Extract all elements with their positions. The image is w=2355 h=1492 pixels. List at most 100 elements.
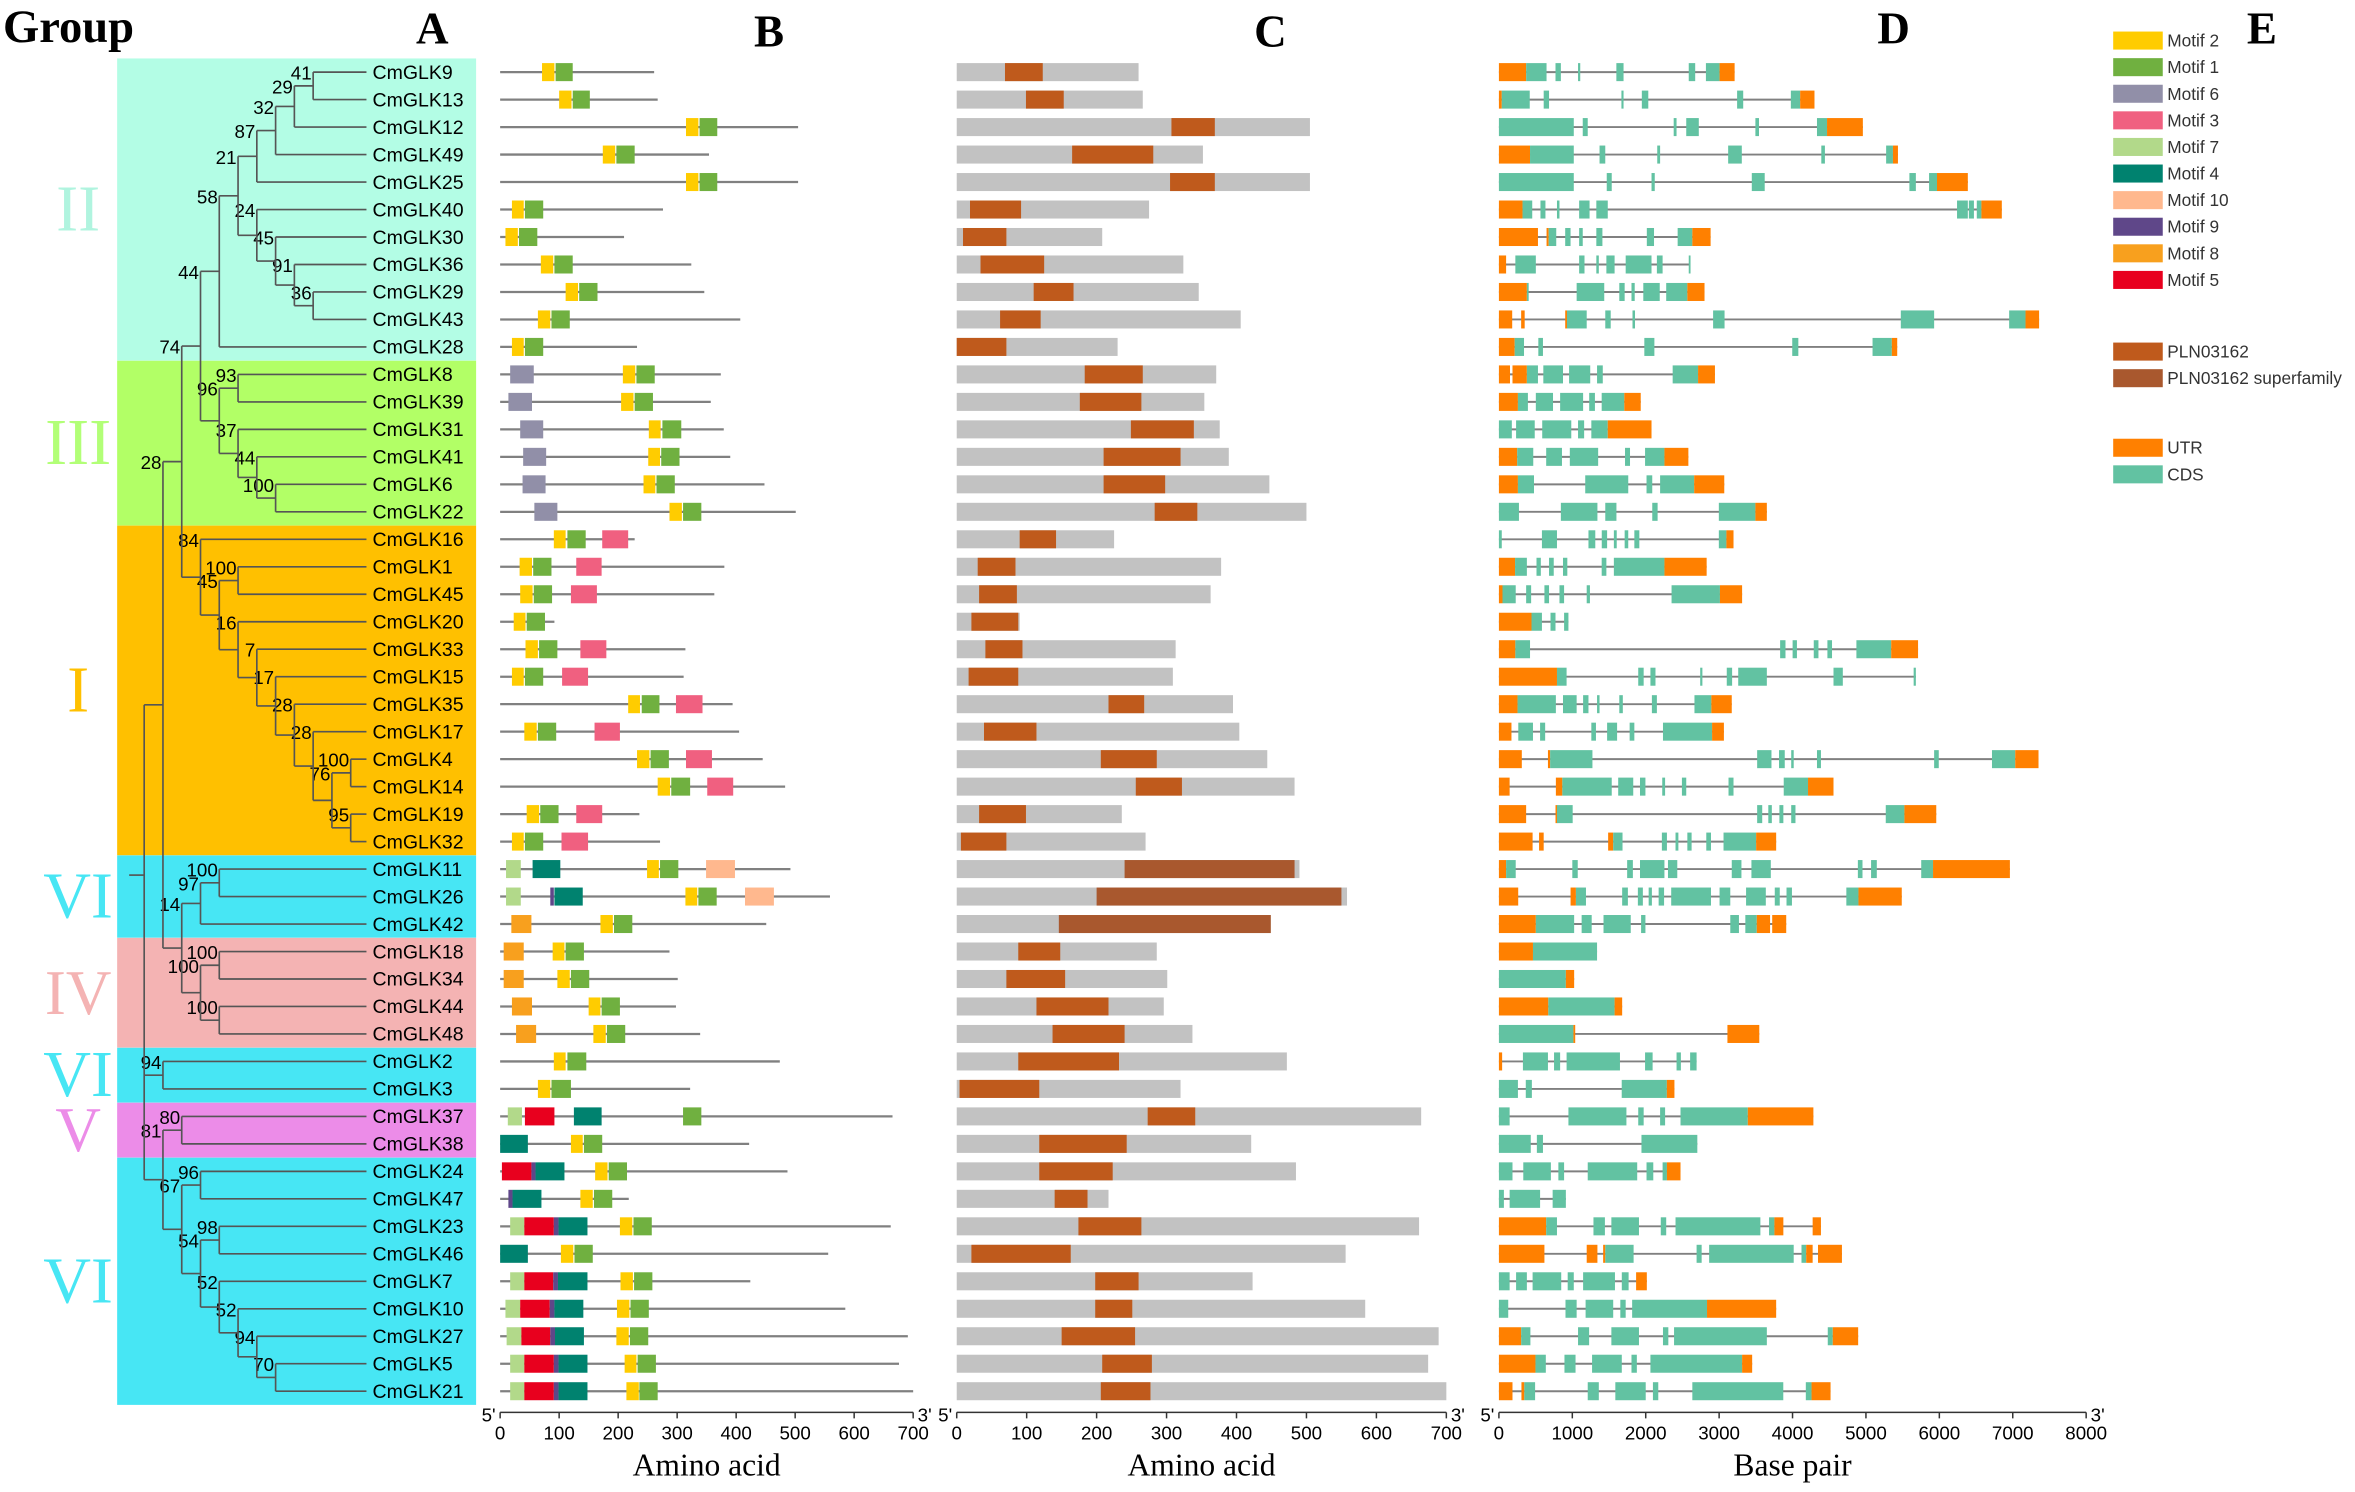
bootstrap-value: 81 <box>141 1121 162 1142</box>
motif-2-box <box>621 392 634 411</box>
domain-box <box>977 557 1016 576</box>
cds-segment <box>1646 475 1653 494</box>
cds-segment <box>1578 420 1585 439</box>
cds-segment <box>1556 667 1567 686</box>
axis-end-label: 3' <box>1451 1404 1465 1425</box>
protein-bar <box>956 1327 1439 1346</box>
motif-2-box <box>519 557 532 576</box>
motif-7-box <box>505 1299 521 1318</box>
axis-tick-label: 300 <box>661 1422 692 1443</box>
cds-segment <box>1596 255 1599 274</box>
cds-segment <box>1550 612 1556 631</box>
utr-segment <box>1498 777 1510 796</box>
motif-2-box <box>580 1189 593 1208</box>
motif-3-box <box>561 832 589 851</box>
bootstrap-value: 58 <box>197 186 218 207</box>
cds-segment <box>1728 145 1742 164</box>
legend-motif-7-swatch <box>2113 137 2163 156</box>
motif-5-box <box>524 1382 554 1401</box>
cds-segment <box>1498 173 1574 192</box>
cds-segment <box>1621 90 1624 109</box>
cds-segment <box>1582 118 1588 137</box>
bootstrap-value: 100 <box>186 860 217 881</box>
cds-segment <box>1651 695 1657 714</box>
panel-c-domains: 0 100 200 300 400 500 600 700 5' 3' Amino acid <box>938 63 1465 1482</box>
group-label-vi: VI <box>43 1244 113 1317</box>
domain-box <box>956 337 1007 356</box>
cds-segment <box>1719 887 1731 906</box>
gene-label: CmGLK23 <box>372 1216 463 1238</box>
motif-2-box <box>511 200 524 219</box>
bootstrap-value: 91 <box>272 255 293 276</box>
bootstrap-value: 100 <box>186 942 217 963</box>
motif-1-box <box>524 200 544 219</box>
cds-segment <box>1583 695 1589 714</box>
cds-segment <box>1588 530 1596 549</box>
cds-segment <box>1606 173 1612 192</box>
cds-segment <box>1690 1052 1697 1071</box>
motif-9-box <box>553 1217 559 1236</box>
motif-10-box <box>706 860 735 879</box>
axis-tick-label: 2000 <box>1625 1422 1667 1443</box>
protein-bar <box>956 502 1307 521</box>
bootstrap-value: 41 <box>291 63 312 84</box>
cds-segment <box>1656 255 1663 274</box>
cds-segment <box>1560 502 1598 521</box>
gene-label: CmGLK26 <box>372 886 463 908</box>
cds-segment <box>1572 860 1578 879</box>
utr-segment <box>1565 310 1567 329</box>
cds-segment <box>1629 722 1635 741</box>
axis-tick-label: 0 <box>1494 1422 1504 1443</box>
utr-segment <box>1498 860 1507 879</box>
cds-segment <box>1615 1382 1646 1401</box>
motif-1-box <box>656 475 675 494</box>
cds-segment <box>1566 310 1587 329</box>
group-label-i: I <box>67 653 89 726</box>
cds-segment <box>1667 860 1678 879</box>
legend-domain-1-label: PLN03162 superfamily <box>2167 368 2342 388</box>
cds-segment <box>1516 420 1535 439</box>
axis-tick-label: 0 <box>952 1422 962 1443</box>
cds-segment <box>1746 887 1766 906</box>
utr-segment <box>1555 805 1558 824</box>
motif-2-box <box>525 640 538 659</box>
bootstrap-value: 96 <box>178 1162 199 1183</box>
motif-1-box <box>537 722 557 741</box>
gene-label: CmGLK42 <box>372 914 463 936</box>
cds-segment <box>1709 1244 1794 1263</box>
cds-segment <box>1827 1327 1833 1346</box>
cds-segment <box>1645 447 1665 466</box>
gene-label: CmGLK38 <box>372 1134 463 1156</box>
domain-box <box>1036 997 1109 1016</box>
motif-1-box <box>616 145 635 164</box>
cds-segment <box>1991 750 2016 769</box>
motif-1-box <box>579 282 598 301</box>
cds-segment <box>1515 255 1536 274</box>
motif-1-box <box>533 557 552 576</box>
utr-segment <box>2025 310 2040 329</box>
bootstrap-value: 14 <box>159 894 180 915</box>
motif-3-box <box>707 777 734 796</box>
protein-bar <box>956 173 1310 192</box>
cds-segment <box>1757 750 1772 769</box>
motif-1-box <box>533 585 553 604</box>
motif-4-box <box>512 1189 542 1208</box>
cds-segment <box>1613 530 1617 549</box>
gene-label: CmGLK3 <box>372 1079 452 1101</box>
gene-label: CmGLK27 <box>372 1326 463 1348</box>
utr-segment <box>1498 337 1515 356</box>
motif-4-box <box>535 1162 565 1181</box>
motif-2-box <box>620 1272 633 1291</box>
legend-motif-2-swatch <box>2113 31 2163 50</box>
cds-segment <box>1625 447 1631 466</box>
axis-tick-label: 500 <box>780 1422 811 1443</box>
motif-6-box <box>510 365 534 384</box>
axis-tick-label: 400 <box>720 1422 751 1443</box>
bootstrap-value: 28 <box>291 722 312 743</box>
header-c: C <box>1254 7 1287 57</box>
utr-segment <box>1498 942 1533 961</box>
cds-segment <box>1526 365 1538 384</box>
utr-segment <box>1498 282 1527 301</box>
utr-segment <box>1607 420 1652 439</box>
axis-tick-label: 100 <box>543 1422 574 1443</box>
